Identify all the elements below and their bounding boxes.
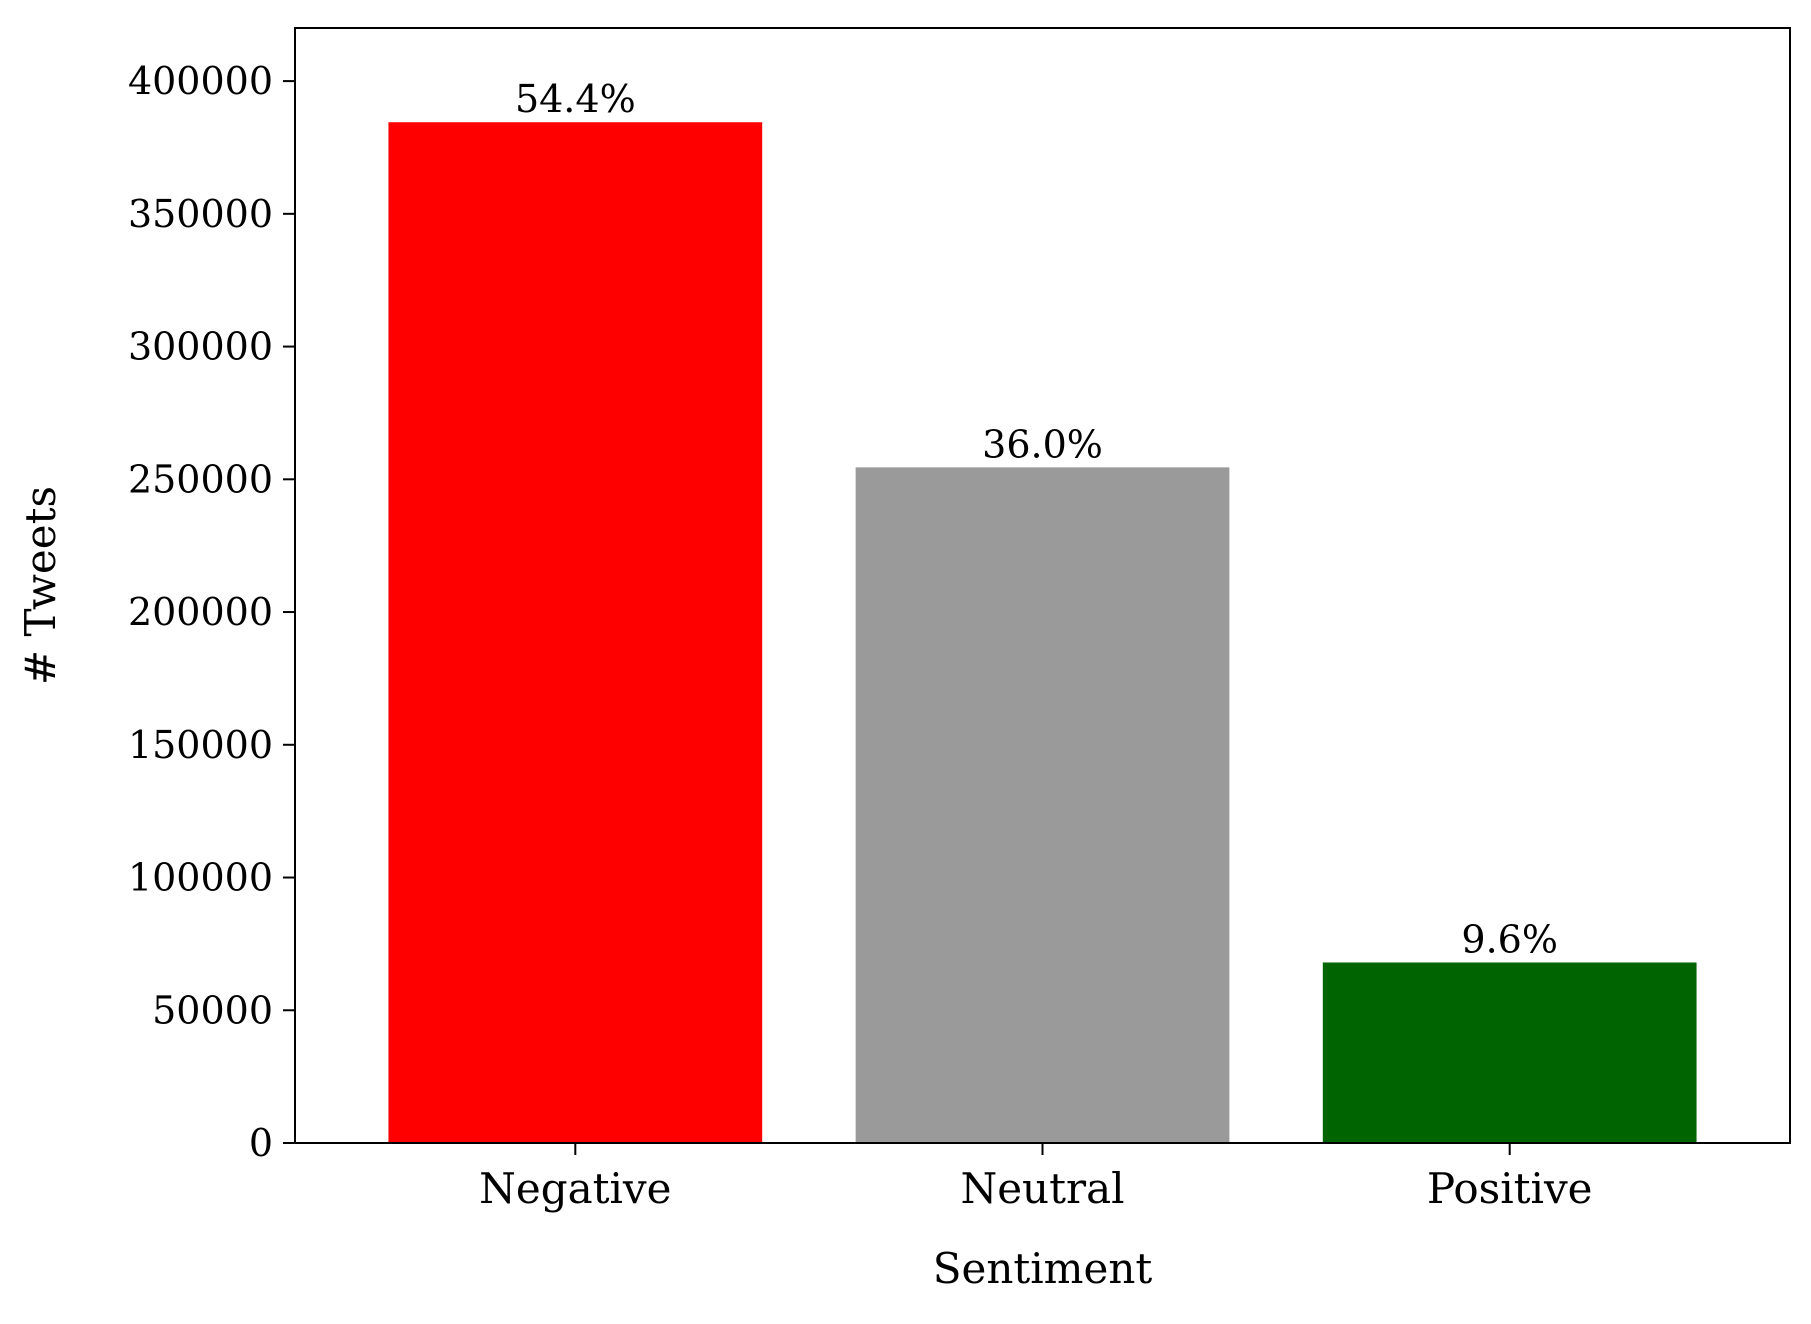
- data-labels-layer: 54.4% 36.0% 9.6%: [515, 77, 1558, 961]
- data-label-neutral: 36.0%: [982, 422, 1103, 466]
- bar-neutral: [855, 467, 1230, 1143]
- y-tick-label: 250000: [128, 457, 273, 501]
- plot-frame: [294, 27, 1791, 1144]
- x-tick-label-negative: Negative: [479, 1164, 671, 1213]
- bars-layer: [388, 122, 1697, 1144]
- y-tick-label: 350000: [128, 192, 273, 236]
- y-tick-label: 200000: [128, 590, 273, 634]
- data-label-negative: 54.4%: [515, 77, 636, 121]
- bar-positive: [1322, 962, 1697, 1143]
- y-tick-label: 400000: [128, 59, 273, 103]
- y-tick-label: 100000: [128, 856, 273, 900]
- y-tick-label: 50000: [152, 988, 273, 1032]
- y-axis: 0 50000 100000 150000 200000 250000 300000 3500…: [128, 59, 295, 1165]
- y-tick-label: 150000: [128, 723, 273, 767]
- data-label-positive: 9.6%: [1461, 917, 1558, 961]
- y-tick-label: 300000: [128, 325, 273, 369]
- x-tick-label-positive: Positive: [1427, 1164, 1593, 1213]
- y-tick-label: 0: [249, 1121, 273, 1165]
- x-tick-label-neutral: Neutral: [960, 1164, 1124, 1213]
- x-axis: Negative Neutral Positive: [479, 1143, 1593, 1213]
- x-axis-title: Sentiment: [933, 1244, 1153, 1293]
- bar-negative: [388, 122, 763, 1144]
- y-axis-title: # Tweets: [16, 486, 65, 685]
